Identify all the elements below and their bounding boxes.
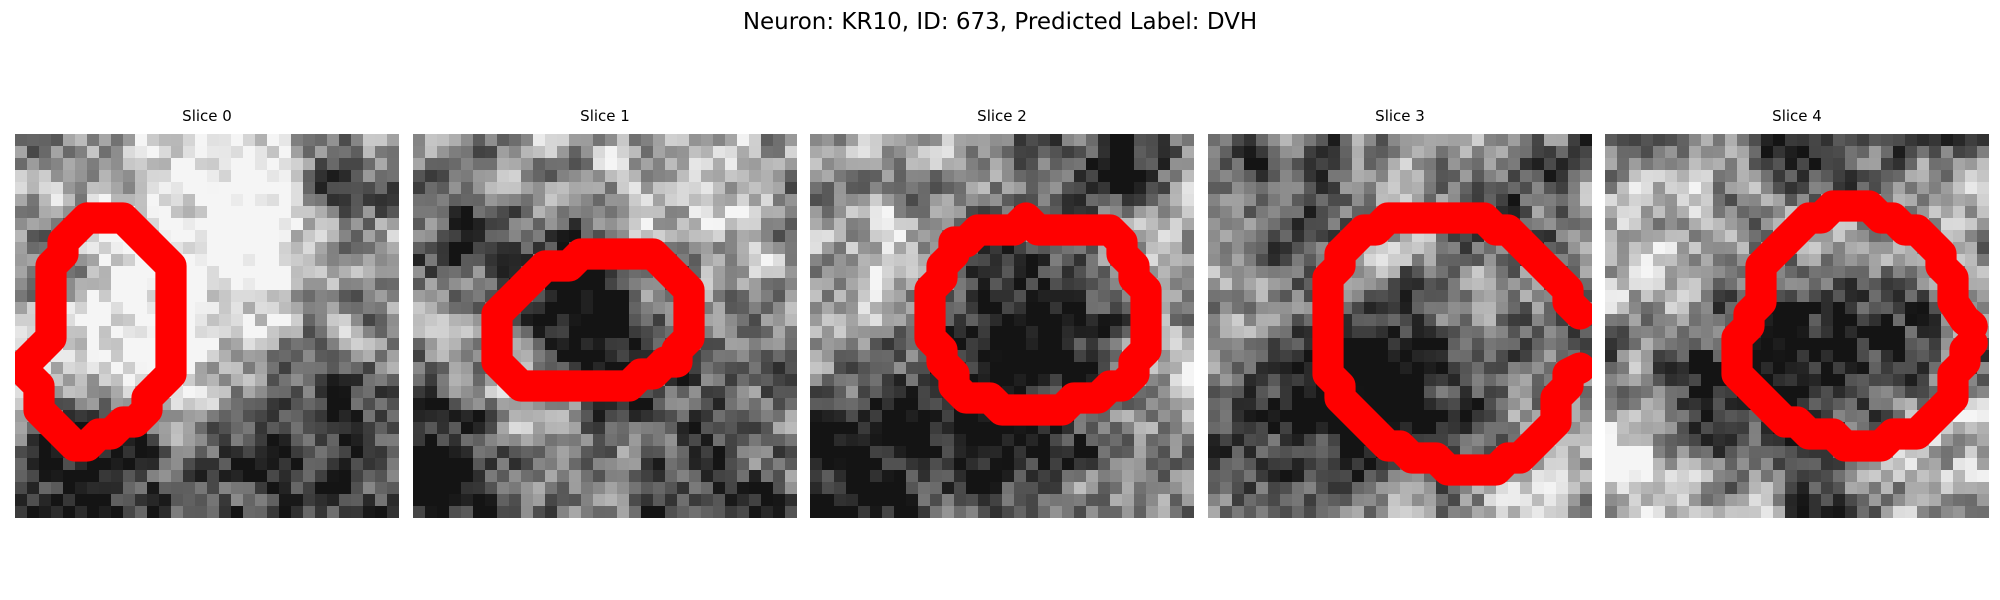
slice-title-2: Slice 2 xyxy=(977,107,1027,125)
slice-title-3: Slice 3 xyxy=(1375,107,1425,125)
contour-outline xyxy=(1312,202,1592,486)
slice-panel-3: Slice 3 xyxy=(1208,107,1592,518)
slice-panel-1: Slice 1 xyxy=(413,107,797,518)
slice-image-1 xyxy=(413,134,797,518)
slice-title-0: Slice 0 xyxy=(182,107,232,125)
figure-title: Neuron: KR10, ID: 673, Predicted Label: … xyxy=(742,9,1258,35)
slice-image-4 xyxy=(1605,134,1989,518)
contour-outline xyxy=(15,202,187,462)
slice-title-4: Slice 4 xyxy=(1772,107,1822,125)
slice-panel-2: Slice 2 xyxy=(810,107,1194,518)
slice-image-2 xyxy=(810,134,1194,518)
contour-outline xyxy=(481,238,705,402)
contour-outline xyxy=(914,202,1162,426)
pixel-grid xyxy=(1605,134,1989,518)
contour-outline xyxy=(1721,190,1988,462)
pixel-grid xyxy=(413,134,797,518)
slice-image-0 xyxy=(15,134,399,518)
slice-image-3 xyxy=(1208,134,1592,518)
slice-panel-0: Slice 0 xyxy=(15,107,399,518)
slice-panel-4: Slice 4 xyxy=(1605,107,1989,518)
slice-title-1: Slice 1 xyxy=(580,107,630,125)
